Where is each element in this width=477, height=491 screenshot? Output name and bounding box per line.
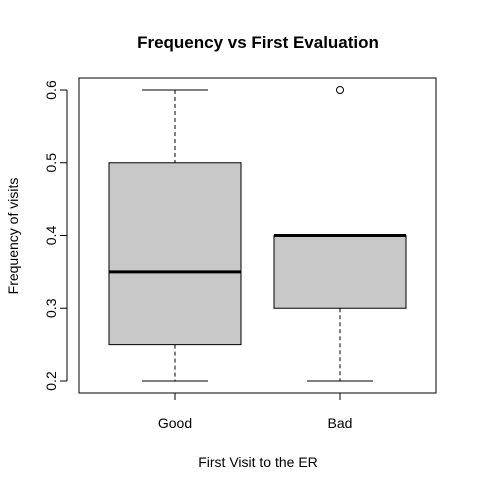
- y-tick-label: 0.4: [43, 226, 59, 246]
- y-tick-label: 0.6: [43, 80, 59, 100]
- outlier-point: [336, 86, 344, 94]
- y-axis: 0.2 0.3 0.4 0.5 0.6: [43, 80, 68, 391]
- y-tick-label: 0.2: [43, 371, 59, 391]
- box-iqr: [273, 235, 407, 309]
- chart-title: Frequency vs First Evaluation: [137, 33, 379, 52]
- x-axis-label: First Visit to the ER: [198, 454, 318, 470]
- boxes-layer: [108, 86, 407, 382]
- x-tick-label: Bad: [328, 415, 353, 431]
- y-axis-label: Frequency of visits: [5, 178, 21, 295]
- box-bad: [273, 86, 407, 382]
- box-good: [108, 89, 242, 382]
- x-axis: Good Bad: [158, 392, 353, 431]
- y-tick-label: 0.5: [43, 153, 59, 173]
- x-tick-label: Good: [158, 415, 192, 431]
- y-tick-label: 0.3: [43, 298, 59, 318]
- box-iqr: [108, 162, 242, 346]
